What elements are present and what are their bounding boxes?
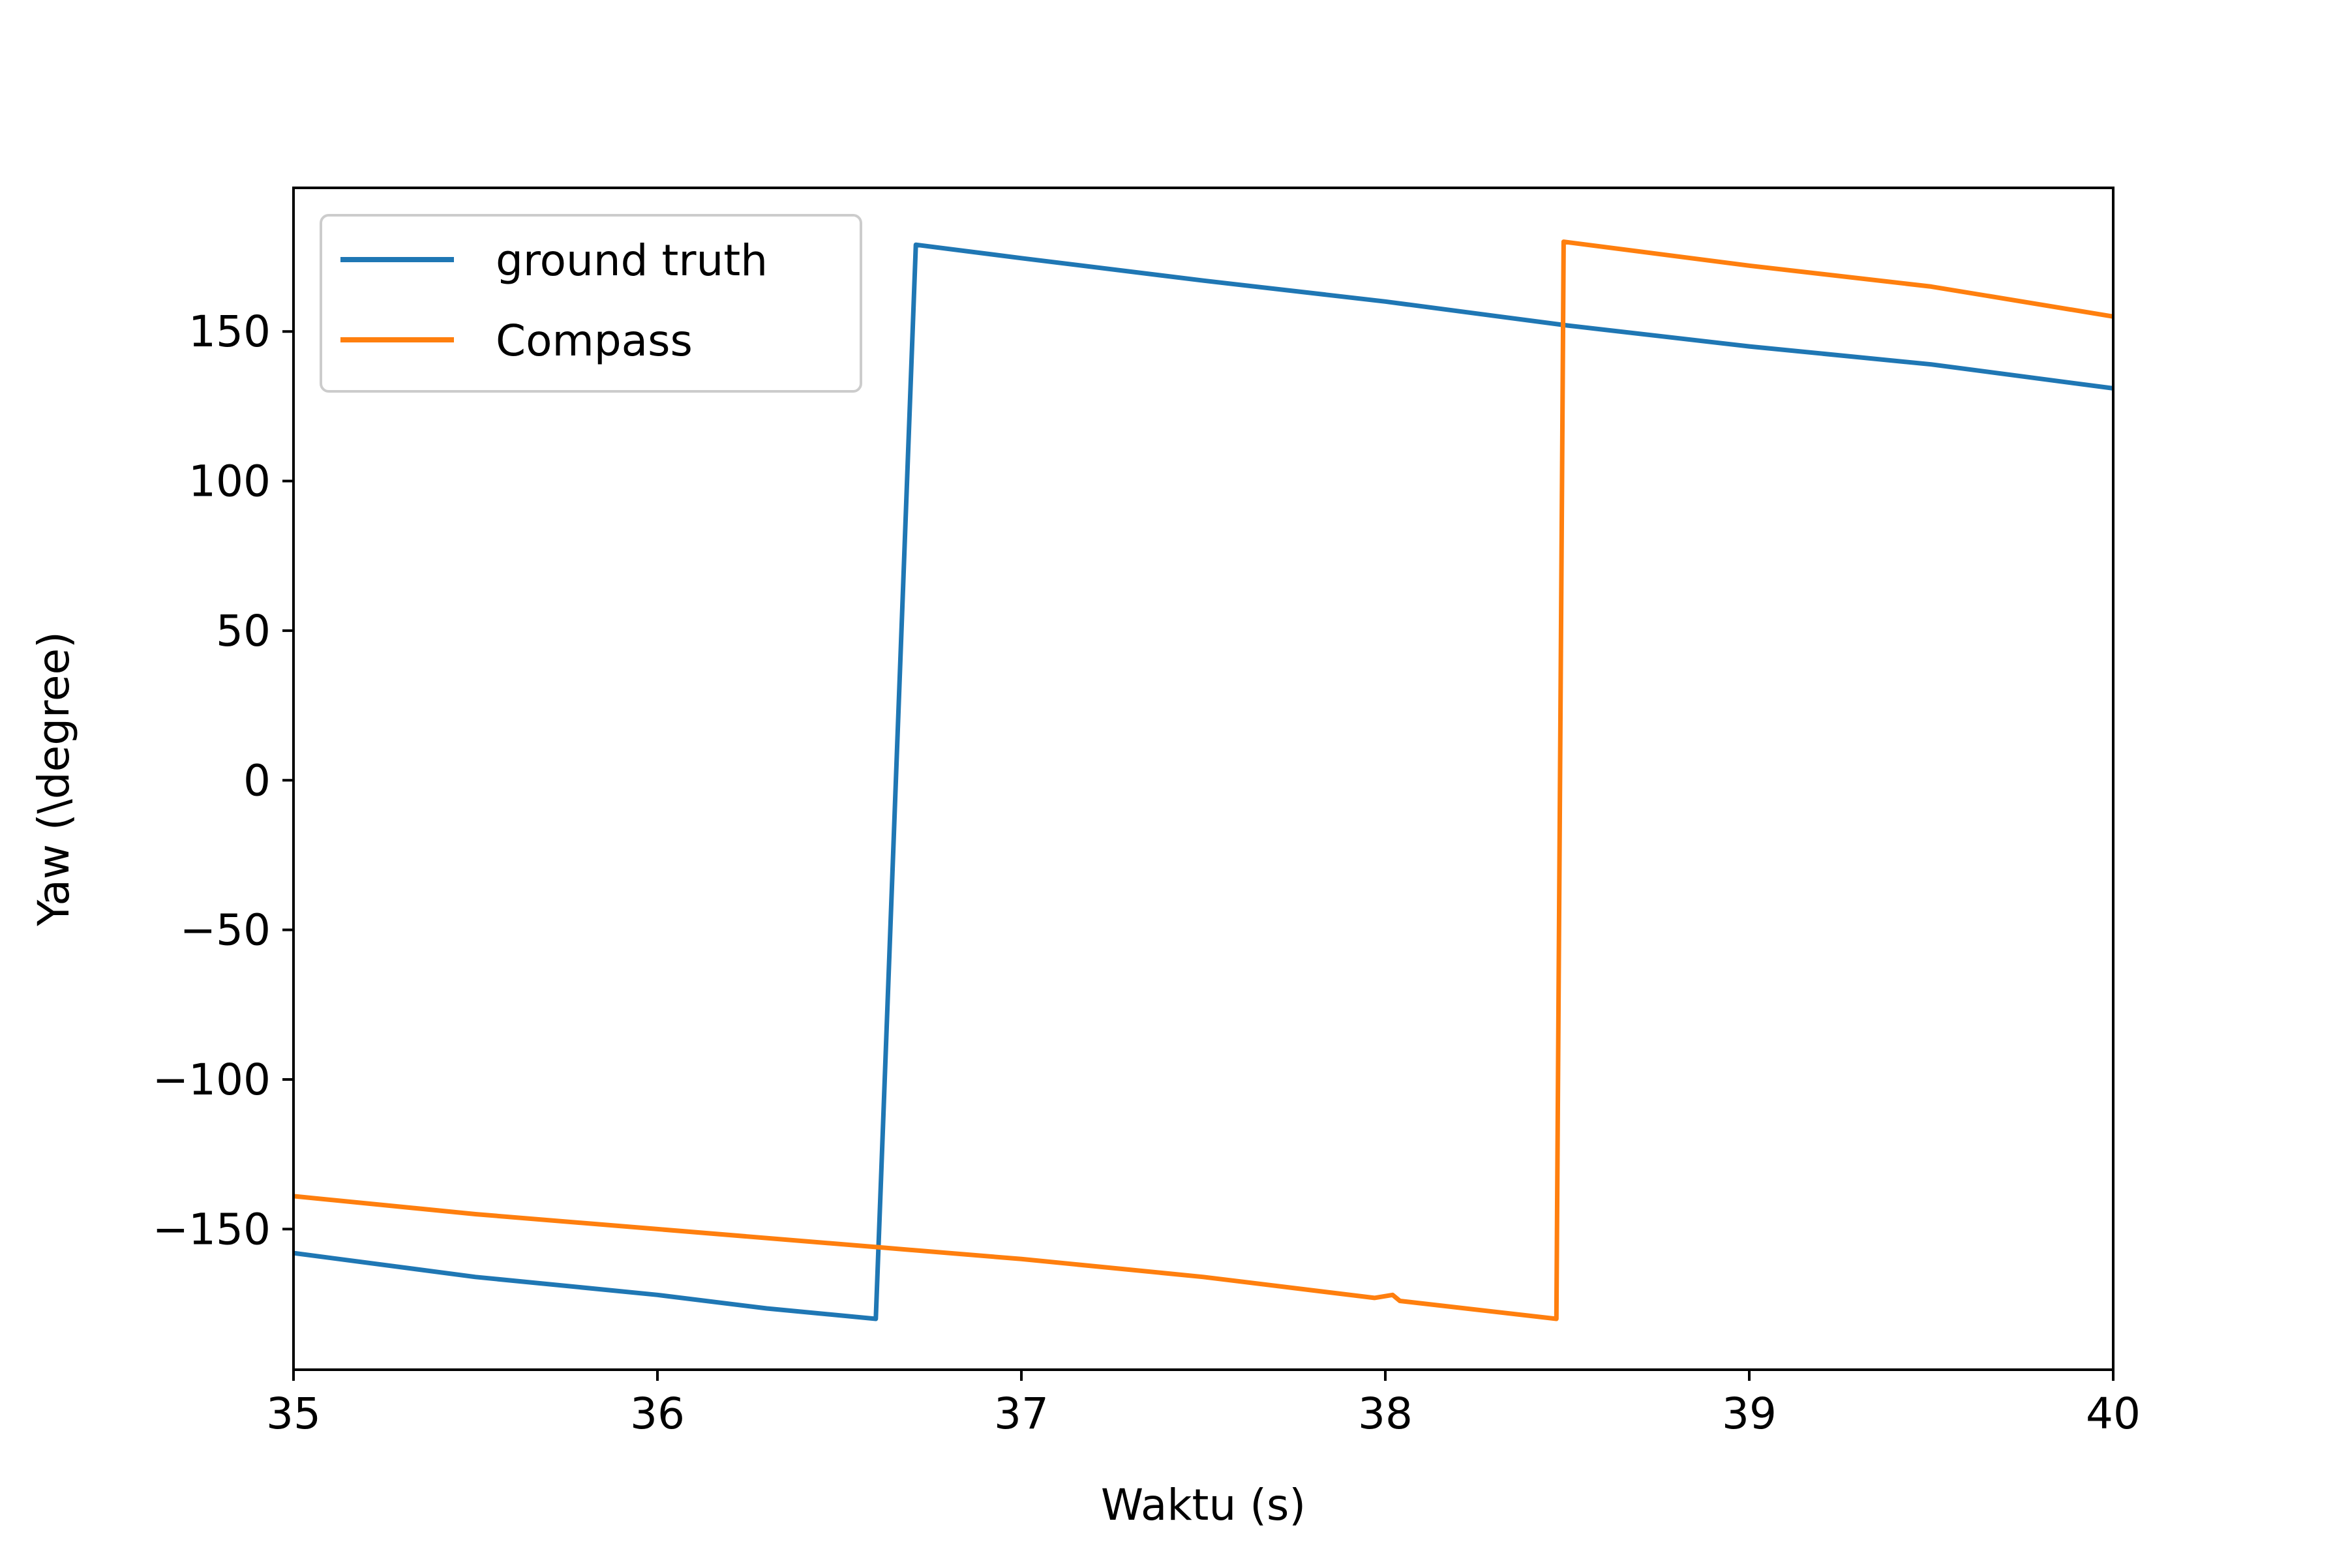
legend-box bbox=[320, 214, 862, 393]
x-tick-label: 36 bbox=[630, 1389, 685, 1439]
y-tick-label: −150 bbox=[153, 1204, 271, 1254]
y-tick-label: 50 bbox=[216, 606, 271, 656]
x-tick-label: 37 bbox=[994, 1389, 1049, 1439]
legend: ground truth Compass bbox=[320, 214, 862, 393]
series-line-compass bbox=[293, 239, 2114, 1321]
axes-frame bbox=[292, 187, 2115, 1371]
y-tick-label: 150 bbox=[188, 307, 271, 357]
legend-label-ground-truth: ground truth bbox=[496, 235, 768, 286]
x-axis-label: Waktu (s) bbox=[1101, 1480, 1306, 1530]
y-tick-label: −100 bbox=[153, 1055, 271, 1105]
y-tick-label: 100 bbox=[188, 457, 271, 507]
y-tick-label: −50 bbox=[180, 905, 271, 956]
x-tick-label: 39 bbox=[1722, 1389, 1777, 1439]
x-tick-label: 35 bbox=[266, 1389, 321, 1439]
x-axis: 35 36 37 38 39 40 bbox=[266, 1370, 2141, 1439]
legend-label-compass: Compass bbox=[496, 316, 693, 366]
series-line-ground-truth bbox=[293, 242, 2114, 1321]
y-axis: −150 −100 −50 0 50 100 150 bbox=[153, 307, 294, 1254]
series-layer bbox=[293, 239, 2114, 1321]
x-tick-label: 38 bbox=[1358, 1389, 1413, 1439]
y-axis-label: Yaw (\degree) bbox=[29, 631, 79, 927]
x-tick-label: 40 bbox=[2086, 1389, 2141, 1439]
y-tick-label: 0 bbox=[243, 755, 271, 806]
